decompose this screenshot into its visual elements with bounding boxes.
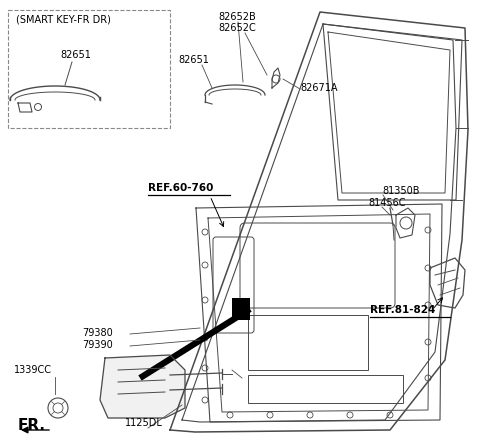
Text: 82651: 82651 (60, 50, 91, 60)
Text: REF.81-824: REF.81-824 (370, 305, 435, 315)
Text: 82652C: 82652C (218, 23, 256, 33)
Text: 79380: 79380 (82, 328, 113, 338)
Bar (248, 315, 368, 370)
Polygon shape (100, 355, 185, 418)
Bar (232, 298, 250, 320)
Bar (8, 10, 170, 128)
Bar (248, 375, 403, 403)
Text: FR.: FR. (18, 418, 46, 433)
Text: 1125DL: 1125DL (125, 418, 163, 428)
Text: 1339CC: 1339CC (14, 365, 52, 375)
Text: 79390: 79390 (82, 340, 113, 350)
Text: (SMART KEY-FR DR): (SMART KEY-FR DR) (16, 14, 111, 24)
Text: 81456C: 81456C (368, 198, 406, 208)
Text: 82652B: 82652B (218, 12, 256, 22)
Text: REF.60-760: REF.60-760 (148, 183, 214, 193)
Text: 82671A: 82671A (300, 83, 337, 93)
Text: 82651: 82651 (178, 55, 209, 65)
Text: 81350B: 81350B (382, 186, 420, 196)
